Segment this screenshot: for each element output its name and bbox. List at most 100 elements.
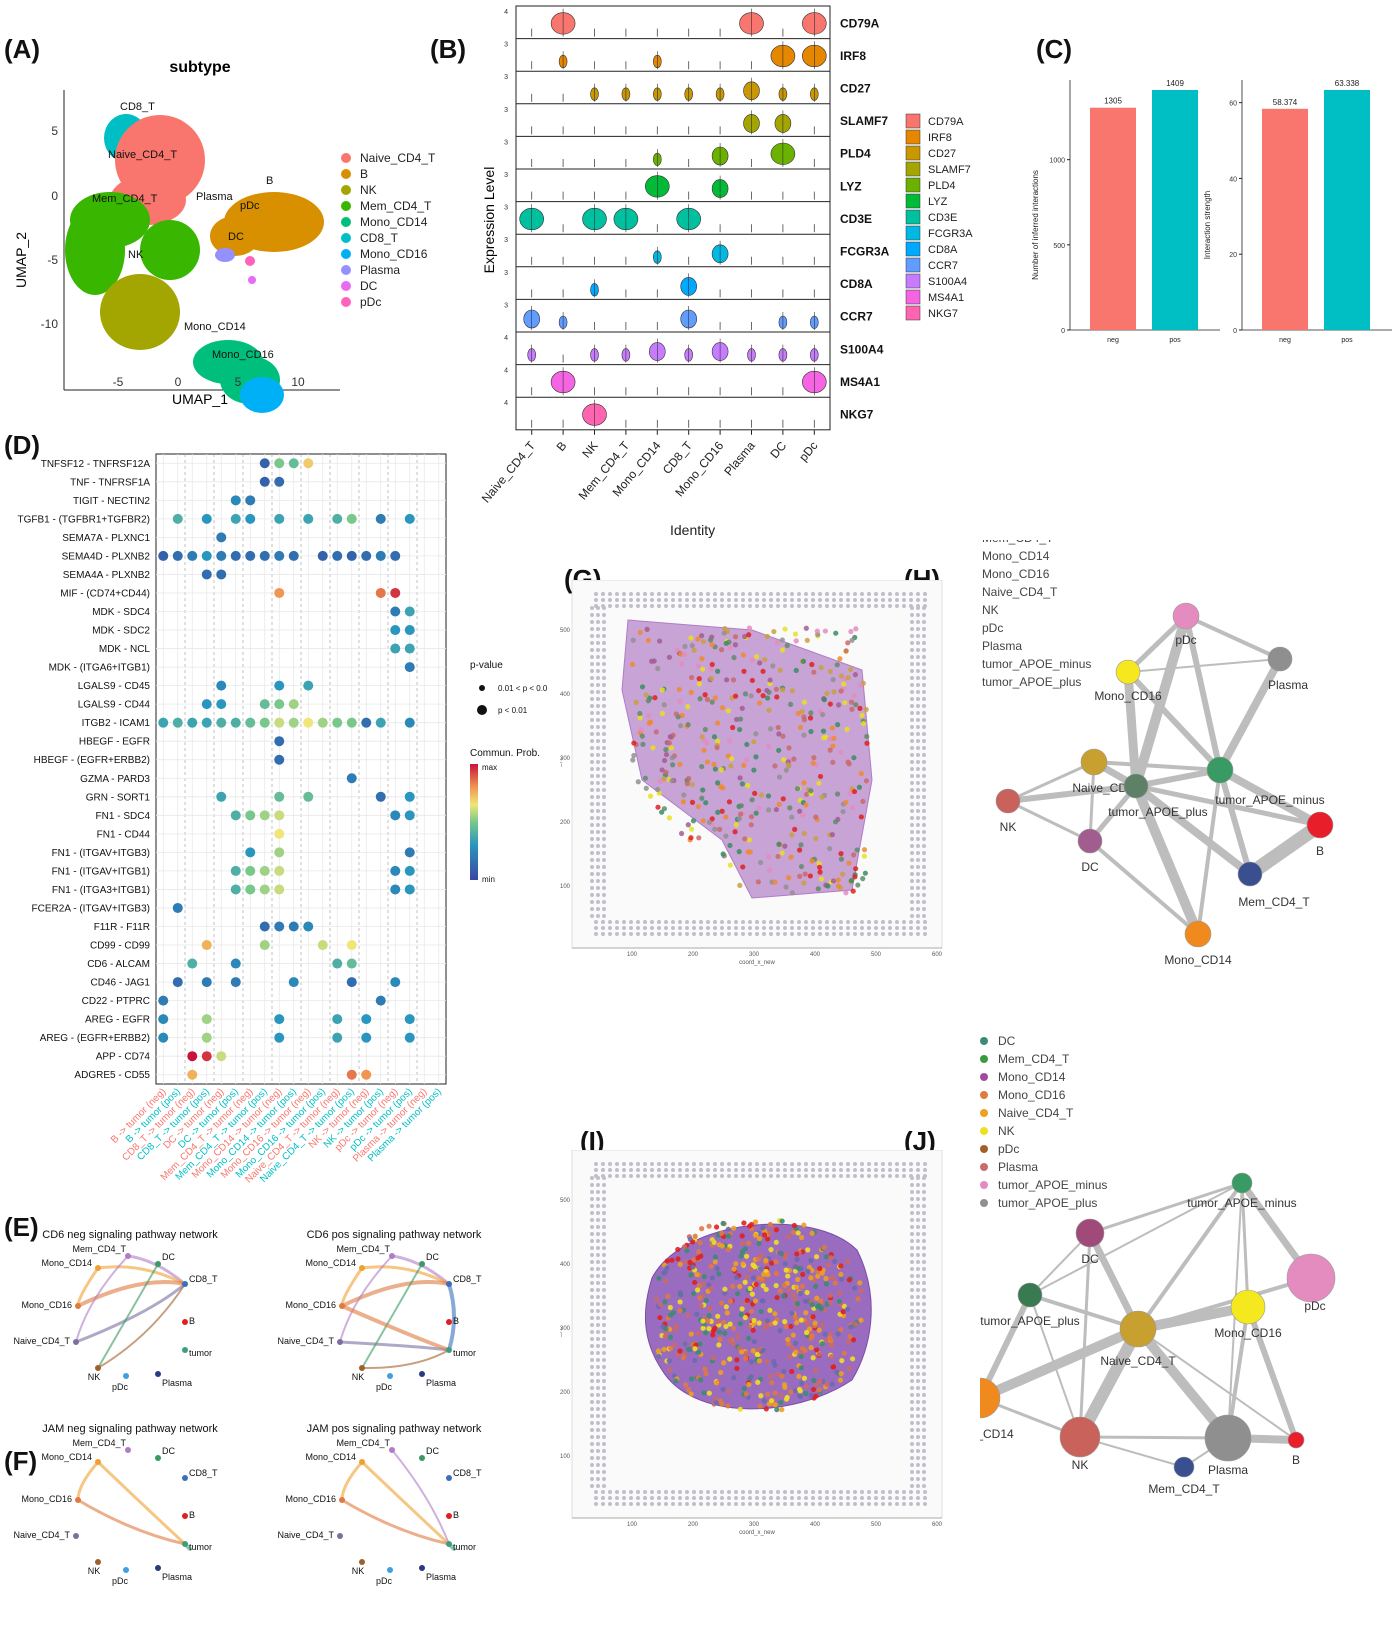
dot-pair-label: ADGRE5 - CD55 — [74, 1070, 150, 1081]
dot — [245, 865, 256, 876]
violin-ytick: 3 — [504, 107, 508, 114]
violin-ytick: 3 — [504, 205, 508, 212]
network-legend-swatch — [980, 1055, 988, 1063]
network-edge — [1006, 799, 1092, 843]
dot — [259, 550, 270, 561]
umap-ytick: -10 — [41, 317, 59, 331]
dot — [274, 458, 285, 469]
network-edge — [1184, 614, 1282, 661]
network-node-label: DC — [1081, 860, 1099, 874]
dot — [201, 550, 212, 561]
dot-pair-label: MDK - NCL — [99, 644, 151, 655]
dot — [172, 513, 183, 524]
dot — [172, 717, 183, 728]
network-node — [182, 1319, 188, 1325]
dot — [201, 717, 212, 728]
violin-ytick: 4 — [504, 9, 508, 16]
network-node-label: DC — [1081, 1252, 1099, 1266]
bar-ytick: 500 — [1053, 243, 1065, 250]
network-edge — [1132, 782, 1254, 878]
violin-legend-label: CD8A — [928, 244, 958, 256]
violin-gene-label: NKG7 — [840, 408, 874, 422]
umap-label-naive: Naive_CD4_T — [108, 149, 177, 161]
network-node-label: Plasma — [1208, 1463, 1248, 1477]
dot — [390, 643, 401, 654]
bar-category: neg — [1279, 337, 1291, 344]
dot-pair-label: FN1 - (ITGAV+ITGB3) — [52, 848, 150, 859]
network-edge — [341, 1498, 450, 1546]
dot-pair-label: MDK - SDC4 — [92, 607, 150, 618]
panel-label-a: (A) — [4, 34, 41, 64]
network-edge — [1074, 1323, 1144, 1443]
dot — [245, 810, 256, 821]
dot-pair-label: FCER2A - (ITGAV+ITGB3) — [32, 903, 150, 914]
spatial-ytick: 100 — [560, 884, 571, 890]
network-node-label: Mem_CD4_T — [1238, 895, 1310, 909]
bar-ytick: 20 — [1229, 252, 1237, 259]
network-edge — [1133, 1324, 1233, 1443]
dot — [201, 1051, 212, 1062]
network-edge — [1216, 766, 1324, 829]
dot — [216, 699, 227, 710]
network-legend-label: Naive_CD4_T — [998, 1106, 1074, 1120]
dot — [201, 1032, 212, 1043]
dot — [187, 1069, 198, 1080]
network-node-label: Naive_CD4_T — [13, 1530, 70, 1540]
network-legend-label: Mono_CD16 — [998, 1088, 1066, 1102]
network-node-label: Mono_CD16 — [285, 1300, 336, 1310]
dot — [245, 495, 256, 506]
network-node-label: Mono_CD14 — [41, 1452, 92, 1462]
spatial-xtick: 600 — [932, 952, 943, 958]
dot — [404, 791, 415, 802]
violin-legend-label: CD3E — [928, 212, 957, 224]
dot — [201, 1014, 212, 1025]
network-node — [359, 1559, 365, 1565]
violin-legend-label: PLD4 — [928, 180, 956, 192]
dot — [259, 699, 270, 710]
violin-legend-label: CD27 — [928, 148, 956, 160]
bar — [1324, 90, 1370, 330]
spatial-xtick: 600 — [932, 1522, 943, 1528]
violin-legend-swatch — [905, 145, 921, 161]
network-edge — [1078, 1231, 1092, 1439]
network-node — [1286, 1253, 1336, 1303]
violin-legend-swatch — [905, 225, 921, 241]
network-legend-label: Mono_CD14 — [982, 549, 1050, 563]
panel-label-f: (F) — [4, 1446, 38, 1476]
spatial-ytick: 500 — [560, 1198, 571, 1204]
network-legend-label: tumor_APOE_minus — [982, 657, 1091, 671]
network-edge — [1125, 613, 1189, 675]
dot — [259, 921, 270, 932]
dot — [274, 921, 285, 932]
network-node — [419, 1565, 425, 1571]
violin-gene-label: LYZ — [840, 179, 862, 193]
network-node-label: DC — [162, 1252, 175, 1262]
umap-legend-swatch — [341, 249, 351, 259]
dot — [274, 1032, 285, 1043]
network-node — [446, 1513, 452, 1519]
bar-ytick: 0 — [1061, 328, 1065, 335]
spatial-xtick: 500 — [871, 1522, 882, 1528]
bar-value-label: 1305 — [1104, 97, 1122, 106]
dot-pair-label: FN1 - SDC4 — [96, 811, 151, 822]
network-node-label: pDc — [376, 1576, 393, 1586]
violin-gene-label: PLD4 — [840, 147, 871, 161]
umap-legend-label: Plasma — [360, 263, 400, 277]
network-node — [1017, 1282, 1043, 1308]
network-legend-label: NK — [998, 1124, 1015, 1138]
network-legend-swatch — [980, 1199, 988, 1207]
dot — [390, 810, 401, 821]
network-node — [1204, 1414, 1252, 1462]
network-legend-label: tumor_APOE_plus — [998, 1196, 1097, 1210]
network-node-label: Mono_CD16 — [285, 1494, 336, 1504]
spatial-ytick: 500 — [560, 628, 571, 634]
dot — [404, 625, 415, 636]
dot-pair-label: FN1 - (ITGAV+ITGB1) — [52, 866, 150, 877]
dot-pair-label: HBEGF - (EGFR+ERBB2) — [34, 755, 150, 766]
dot — [230, 810, 241, 821]
network-node-label: DC — [426, 1252, 439, 1262]
panel-c-bars: 0 500 1000 1305 neg 1409 pos Number of inferred… — [1031, 79, 1392, 344]
violin-legend: CD79A IRF8 CD27 SLAMF7 PLD4 LYZ CD3E FCGR3A CD8A… — [905, 113, 973, 321]
network-node — [1115, 659, 1141, 685]
dot — [375, 550, 386, 561]
